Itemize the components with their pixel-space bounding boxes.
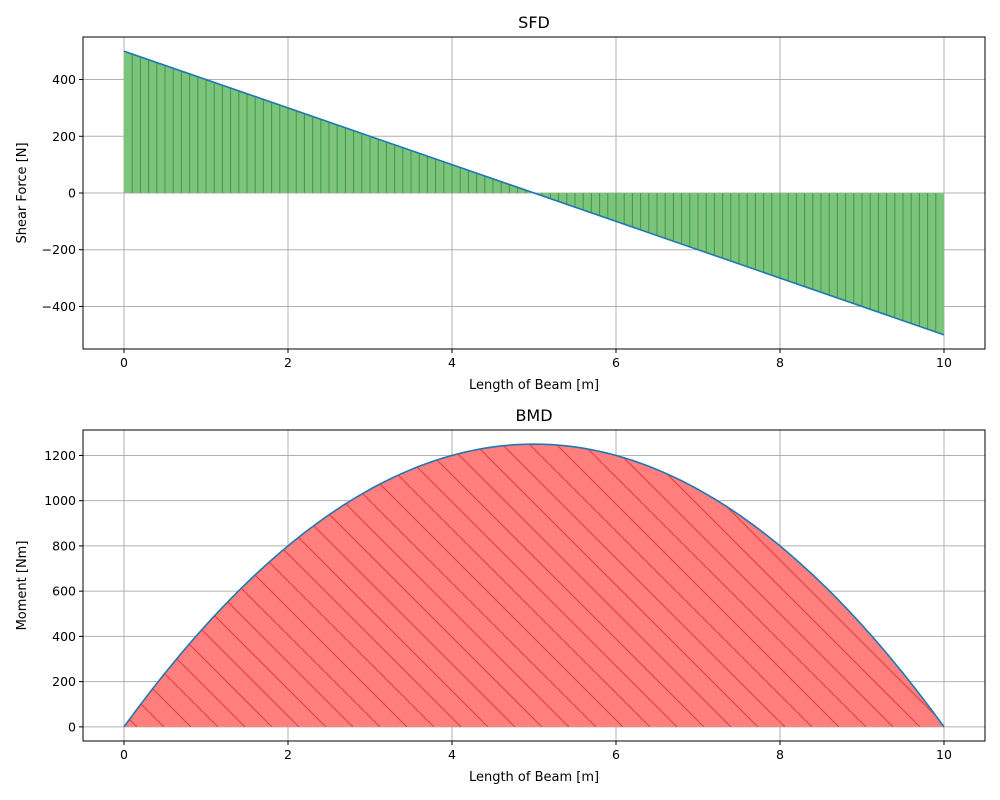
sfd-title: SFD [518,13,550,32]
bmd-x-tick-label: 8 [776,747,784,762]
bmd-hatch-line [568,444,881,727]
bmd-hatch-line [974,430,1000,741]
bmd-hatch-line [622,444,935,727]
bmd-hatch-line [433,444,746,727]
bmd-title: BMD [515,406,552,425]
bmd-x-tick-label: 2 [284,747,292,762]
bmd-hatch-line [919,444,944,727]
bmd-series-line [123,443,945,728]
bmd-y-tick-label: 200 [52,674,76,689]
sfd-x-tick-label: 4 [448,355,456,370]
bmd-hatch-line [460,444,773,727]
bmd-axes-frame [82,429,986,742]
bmd-hatch-line [487,444,800,727]
sfd-y-tick-label: 0 [68,186,76,201]
bmd-y-axis-label: Moment [Nm] [15,541,30,631]
bmd-hatch-line [541,444,854,727]
bmd-hatch-line [352,444,665,727]
bmd-y-tick-label: 600 [52,584,76,599]
sfd-x-tick-label: 2 [284,355,292,370]
bmd-hatch-line [379,444,692,727]
sfd-x-tick-label: 8 [776,355,784,370]
bmd-y-tick-label: 800 [52,538,76,553]
bmd-hatch-line [124,444,233,727]
bmd-y-tick-label: 0 [68,719,76,734]
bmd-hatch-line [124,444,260,727]
bmd-hatch-line [514,444,827,727]
sfd-chart: 0 2 4 6 8 10 −400 −200 0 200 400 SFD Length of Beam … [15,13,986,393]
bmd-y-tick-label: 1200 [44,448,76,463]
bmd-hatch-line [595,444,908,727]
bmd-x-tick-label: 4 [448,747,456,762]
bmd-hatch-line [406,444,719,727]
bmd-fill-area [124,444,944,727]
sfd-y-tick-label: −200 [42,242,76,257]
bmd-chart: 0 2 4 6 8 10 0 200 400 600 800 1000 1200 BMD Length of… [15,406,1000,785]
bmd-y-tick-label: 1000 [44,493,76,508]
sfd-x-axis-label: Length of Beam [m] [469,378,599,393]
sfd-y-tick-label: 400 [52,72,76,87]
bmd-x-tick-label: 10 [936,747,952,762]
bmd-x-tick-label: 6 [612,747,620,762]
sfd-y-tick-label: 200 [52,129,76,144]
sfd-x-tick-label: 10 [936,355,952,370]
sfd-y-tick-label: −400 [42,299,76,314]
sfd-series-line [123,50,945,336]
sfd-x-tick-label: 6 [612,355,620,370]
bmd-x-axis-label: Length of Beam [m] [469,770,599,785]
bmd-x-tick-label: 0 [120,747,128,762]
bmd-hatch-line [947,430,1000,741]
sfd-y-axis-label: Shear Force [N] [15,142,30,243]
sfd-x-tick-label: 0 [120,355,128,370]
bmd-y-tick-label: 400 [52,629,76,644]
